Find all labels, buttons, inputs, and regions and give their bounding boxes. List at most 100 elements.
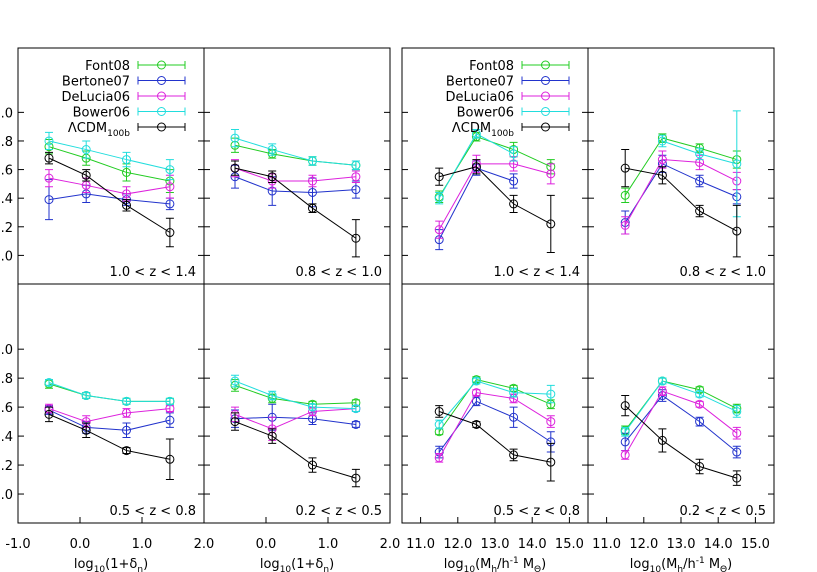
data-point <box>657 136 667 146</box>
data-point <box>230 163 240 173</box>
error-bar <box>82 140 91 159</box>
data-point <box>732 406 742 416</box>
x-tick-label: 2.0 <box>194 537 215 552</box>
data-point <box>122 155 131 165</box>
error-bar <box>45 406 53 423</box>
y-tick-label: 1.0 <box>0 343 13 358</box>
error-bar <box>165 438 174 481</box>
x-tick-label: 11.0 <box>592 537 621 552</box>
data-point <box>620 427 630 437</box>
data-point <box>267 145 277 155</box>
data-point <box>471 376 481 386</box>
y-tick-label: 0.6 <box>0 401 13 416</box>
legend-swatch <box>521 107 570 116</box>
series-line <box>48 409 171 431</box>
y-tick-label: 0.0 <box>0 249 13 264</box>
series-line <box>234 176 356 193</box>
data-point <box>509 450 519 460</box>
data-point <box>351 172 361 182</box>
error-bar <box>509 194 518 213</box>
x-axis-label-part: Θ <box>720 565 727 572</box>
data-point <box>267 391 277 401</box>
data-point <box>308 203 317 213</box>
x-axis-label-part: ) <box>727 557 732 572</box>
error-bar <box>351 219 360 258</box>
legend-label: Font08 <box>469 59 514 74</box>
legend-swatch <box>521 61 570 69</box>
data-point <box>434 406 444 416</box>
x-tick-label: 14.0 <box>704 537 733 552</box>
y-tick-label: 0.8 <box>0 372 13 387</box>
data-point <box>308 460 317 470</box>
legend-name: DeLucia06 <box>445 90 514 105</box>
data-point <box>546 457 556 467</box>
data-point <box>122 396 131 406</box>
series-line <box>438 392 552 459</box>
data-point <box>351 404 361 414</box>
legend-label: Bertone07 <box>446 75 514 90</box>
series-line <box>438 163 551 230</box>
panel-annotation: 0.2 < z < 0.5 <box>680 504 767 519</box>
series-line <box>438 379 551 433</box>
series-line <box>624 405 737 479</box>
x-axis-label-part: log <box>74 557 94 572</box>
panel-annotation: 0.5 < z < 0.8 <box>494 504 581 519</box>
data-point <box>122 200 131 210</box>
x-tick-label: 1.0 <box>132 537 153 552</box>
legend-swatch <box>137 61 186 69</box>
data-point <box>620 401 630 411</box>
y-tick-label: 0.0 <box>0 488 13 503</box>
series-line <box>624 380 738 433</box>
error-bar <box>351 468 360 488</box>
legend-name: Bertone07 <box>62 75 130 90</box>
legend-label: DeLucia06 <box>445 90 514 105</box>
data-point <box>308 156 317 166</box>
legend-swatch <box>521 123 570 131</box>
data-point <box>695 206 705 216</box>
data-point <box>434 225 444 235</box>
data-point <box>509 149 519 159</box>
series-line <box>624 380 738 431</box>
data-point <box>81 170 91 180</box>
legend-label: Font08 <box>85 59 130 74</box>
series-line <box>624 390 738 456</box>
x-tick-label: 12.0 <box>629 537 658 552</box>
error-bar <box>732 204 741 258</box>
legend-name: Font08 <box>469 59 514 74</box>
x-axis-label-part: (1+δ <box>291 557 323 572</box>
error-bar <box>621 187 630 203</box>
legend-name: Bower06 <box>73 106 130 121</box>
panel-annotation: 0.5 < z < 0.8 <box>110 504 197 519</box>
legend-marker <box>157 76 166 85</box>
x-axis-label-part: (M <box>661 557 677 572</box>
legend-marker <box>157 60 166 70</box>
error-bar <box>658 428 667 453</box>
error-bar <box>231 412 239 431</box>
y-tick-label: 0.4 <box>0 192 13 207</box>
panel-frame <box>203 283 391 524</box>
panel-annotation: 1.0 < z < 1.4 <box>110 265 197 280</box>
x-tick-label: 11.0 <box>406 537 435 552</box>
data-point <box>546 417 556 427</box>
x-tick-label: 1.0 <box>318 537 339 552</box>
panel-frame <box>587 283 775 524</box>
legend-marker <box>157 107 166 116</box>
x-axis-label-part: -1 <box>696 556 705 566</box>
error-bar <box>45 169 53 188</box>
series-line <box>234 408 356 430</box>
x-axis-label-part: h <box>491 565 497 572</box>
data-point <box>657 170 667 180</box>
x-axis-label: log10(1+δn) <box>74 557 148 572</box>
x-axis-label: log10(Mh/h-1 MΘ) <box>630 556 732 572</box>
x-axis-label-part: n <box>323 565 329 572</box>
data-point <box>351 160 361 170</box>
data-point <box>434 193 444 203</box>
series-line <box>624 137 737 196</box>
y-tick-label: 1.0 <box>0 106 13 121</box>
legend-name-sub: 100b <box>107 129 130 139</box>
x-axis-label-part: (1+δ <box>105 557 137 572</box>
data-point <box>230 376 240 386</box>
data-point <box>546 169 556 179</box>
error-bar <box>435 220 444 239</box>
